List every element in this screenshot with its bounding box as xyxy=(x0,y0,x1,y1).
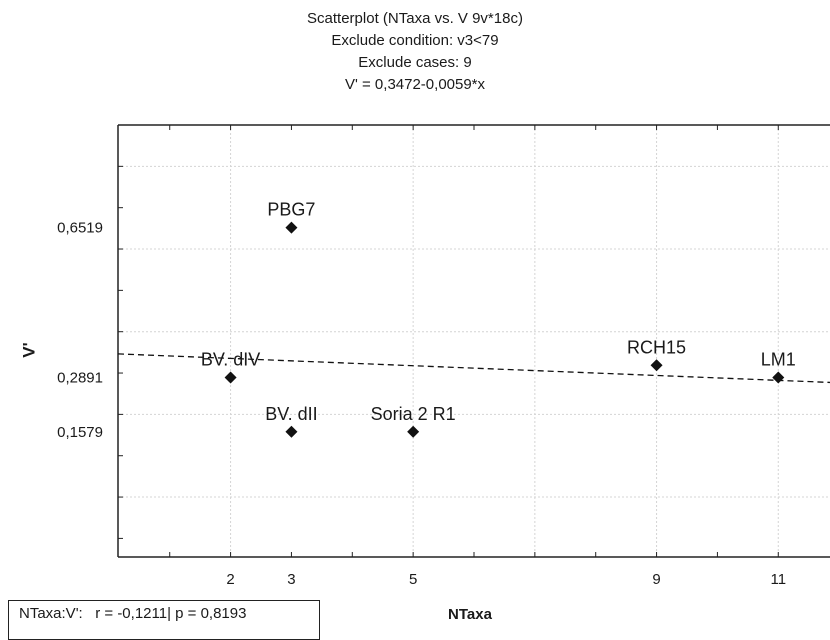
data-point xyxy=(285,425,298,438)
data-point-label: BV. dII xyxy=(265,404,317,424)
data-point-label: RCH15 xyxy=(627,337,686,357)
x-tick-label: 9 xyxy=(652,571,660,588)
chart-title: Scatterplot (NTaxa vs. V 9v*18c) xyxy=(307,10,523,27)
data-point-label: BV. dIV xyxy=(201,350,260,370)
correlation-stats-box: NTaxa:V': r = -0,1211| p = 0,8193 xyxy=(8,600,320,640)
chart-title-block: Scatterplot (NTaxa vs. V 9v*18c) Exclude… xyxy=(0,8,830,96)
data-point xyxy=(224,371,237,384)
data-point-label: PBG7 xyxy=(267,200,315,220)
data-point xyxy=(650,359,663,372)
x-tick-label: 11 xyxy=(770,571,786,588)
y-tick-label: 0,1579 xyxy=(57,424,103,441)
y-tick-label: 0,2891 xyxy=(57,370,103,387)
y-tick-label: 0,6519 xyxy=(57,220,103,237)
chart-subtitle-exclude-cases: Exclude cases: 9 xyxy=(358,54,472,71)
x-axis-label: NTaxa xyxy=(448,606,492,623)
regression-line xyxy=(117,353,830,384)
x-tick-label: 3 xyxy=(287,571,295,588)
data-point xyxy=(772,371,785,384)
data-point xyxy=(407,425,420,438)
data-point-label: LM1 xyxy=(761,350,796,370)
chart-subtitle-exclude-condition: Exclude condition: v3<79 xyxy=(331,32,499,49)
y-axis-label: V' xyxy=(19,342,39,358)
data-point-label: Soria 2 R1 xyxy=(371,404,456,424)
data-point xyxy=(285,221,298,234)
x-tick-label: 5 xyxy=(409,571,417,588)
x-tick-label: 2 xyxy=(226,571,234,588)
chart-subtitle-regression-equation: V' = 0,3472-0,0059*x xyxy=(344,76,486,93)
